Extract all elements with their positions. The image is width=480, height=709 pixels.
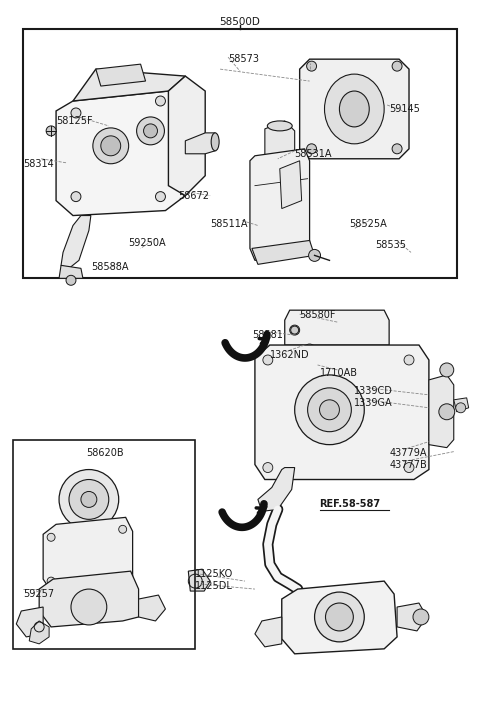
Text: 58531A: 58531A <box>295 149 332 159</box>
Polygon shape <box>168 76 205 196</box>
Text: 58573: 58573 <box>228 54 259 65</box>
Polygon shape <box>29 621 49 644</box>
Circle shape <box>46 126 56 136</box>
Polygon shape <box>252 240 314 264</box>
Circle shape <box>156 191 166 201</box>
Circle shape <box>290 325 300 335</box>
Text: REF.58-587: REF.58-587 <box>320 499 381 510</box>
Circle shape <box>440 363 454 377</box>
Circle shape <box>325 603 353 631</box>
Circle shape <box>119 525 127 533</box>
Text: 58314: 58314 <box>23 159 54 169</box>
Text: 1362ND: 1362ND <box>270 350 310 360</box>
Circle shape <box>263 355 273 365</box>
Circle shape <box>93 128 129 164</box>
Circle shape <box>66 275 76 285</box>
Polygon shape <box>282 581 397 654</box>
Bar <box>23 29 457 279</box>
Text: 1710AB: 1710AB <box>320 368 358 378</box>
Circle shape <box>314 592 364 642</box>
Polygon shape <box>280 161 301 208</box>
Text: 43779A: 43779A <box>389 447 427 457</box>
Polygon shape <box>96 64 145 86</box>
Text: 58500D: 58500D <box>219 17 261 28</box>
Circle shape <box>144 124 157 138</box>
Circle shape <box>47 577 55 585</box>
Circle shape <box>71 108 81 118</box>
Circle shape <box>456 403 466 413</box>
Polygon shape <box>397 603 427 631</box>
Text: 1125DL: 1125DL <box>195 581 233 591</box>
Text: 1339CD: 1339CD <box>354 386 393 396</box>
Circle shape <box>308 388 351 432</box>
Polygon shape <box>250 149 310 260</box>
Text: 58588A: 58588A <box>91 262 128 272</box>
Text: 58672: 58672 <box>179 191 209 201</box>
Text: 59257: 59257 <box>23 589 54 599</box>
Ellipse shape <box>211 133 219 151</box>
Circle shape <box>71 191 81 201</box>
Circle shape <box>304 344 315 356</box>
Text: 58511A: 58511A <box>210 218 248 228</box>
Circle shape <box>404 355 414 365</box>
Circle shape <box>263 462 273 472</box>
Circle shape <box>392 144 402 154</box>
Text: 58580F: 58580F <box>300 310 336 320</box>
Polygon shape <box>73 69 185 101</box>
Text: 58535: 58535 <box>375 240 406 250</box>
Circle shape <box>307 144 316 154</box>
Polygon shape <box>454 398 468 412</box>
Circle shape <box>392 61 402 71</box>
Text: 58581: 58581 <box>252 330 283 340</box>
Circle shape <box>320 400 339 420</box>
Circle shape <box>295 375 364 445</box>
Polygon shape <box>300 59 409 159</box>
Circle shape <box>47 533 55 541</box>
Circle shape <box>439 404 455 420</box>
Polygon shape <box>255 345 429 479</box>
Polygon shape <box>265 121 295 156</box>
Circle shape <box>307 61 316 71</box>
Text: 58525A: 58525A <box>349 218 387 228</box>
Circle shape <box>69 479 109 520</box>
Bar <box>13 440 195 649</box>
Polygon shape <box>16 607 43 637</box>
Polygon shape <box>429 375 454 447</box>
Text: 59145: 59145 <box>389 104 420 114</box>
Text: 58125F: 58125F <box>56 116 93 126</box>
Circle shape <box>59 469 119 530</box>
Circle shape <box>71 589 107 625</box>
Polygon shape <box>43 518 132 594</box>
Text: 59250A: 59250A <box>129 238 166 248</box>
Ellipse shape <box>339 91 369 127</box>
Ellipse shape <box>267 121 292 131</box>
Polygon shape <box>56 91 185 216</box>
Polygon shape <box>255 617 282 647</box>
Circle shape <box>137 117 165 145</box>
Text: 43777B: 43777B <box>389 459 427 469</box>
Polygon shape <box>185 133 215 154</box>
Circle shape <box>119 577 127 585</box>
Text: 58620B: 58620B <box>86 447 123 457</box>
Circle shape <box>81 491 97 508</box>
Polygon shape <box>139 595 166 621</box>
Polygon shape <box>61 216 91 268</box>
Ellipse shape <box>324 74 384 144</box>
Circle shape <box>101 136 120 156</box>
Circle shape <box>404 462 414 472</box>
Circle shape <box>413 609 429 625</box>
Circle shape <box>156 96 166 106</box>
Text: 1125KO: 1125KO <box>195 569 233 579</box>
Polygon shape <box>59 265 83 279</box>
Polygon shape <box>258 467 295 511</box>
Text: 1339GA: 1339GA <box>354 398 393 408</box>
Circle shape <box>309 250 321 262</box>
Polygon shape <box>285 310 389 345</box>
Polygon shape <box>39 571 139 627</box>
Polygon shape <box>188 569 210 591</box>
